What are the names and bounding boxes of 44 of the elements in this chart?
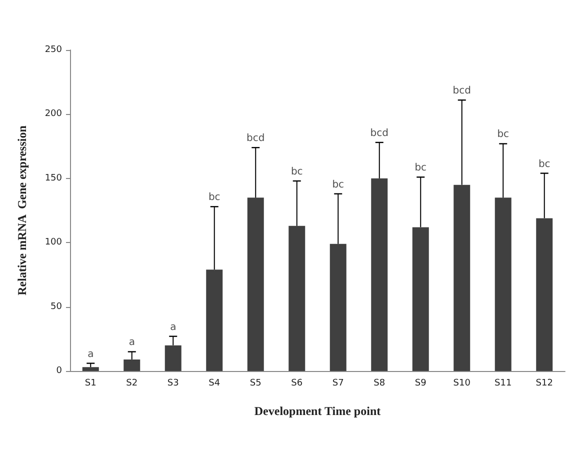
y-tick-label: 200: [44, 109, 62, 120]
y-tick-label: 50: [50, 302, 62, 312]
annotation: a: [170, 322, 176, 333]
x-tick-label: S5: [250, 378, 262, 388]
x-tick-label: S11: [494, 378, 512, 388]
annotation: a: [128, 337, 135, 348]
bar: [330, 244, 346, 371]
bar: [412, 227, 429, 371]
annotation: bc: [414, 162, 427, 174]
bar: [82, 367, 99, 371]
bar: [536, 218, 553, 371]
annotation: bc: [538, 158, 550, 170]
annotation: a: [88, 348, 94, 360]
y-tick-label: 150: [44, 173, 62, 184]
bar: [206, 270, 223, 371]
x-tick-label: S4: [208, 378, 220, 388]
x-axis-title: Development Time point: [254, 404, 381, 418]
y-axis-title: Relative mRNA Gene expression: [15, 125, 29, 296]
bar: [454, 184, 470, 371]
y-tick-label: 0: [56, 366, 62, 376]
bar: [494, 198, 512, 371]
bar: [247, 198, 264, 371]
x-tick-label: S12: [536, 378, 553, 388]
x-tick-label: S6: [291, 378, 303, 388]
x-tick-label: S7: [332, 378, 344, 388]
bar: [164, 345, 182, 371]
annotation: bc: [332, 179, 344, 190]
annotation: bc: [497, 129, 510, 140]
bar: [371, 178, 388, 371]
y-tick-label: 100: [44, 238, 62, 248]
x-tick-label: S9: [414, 378, 427, 388]
x-tick-label: S1: [84, 378, 96, 388]
bar: [288, 226, 306, 371]
x-tick-label: S3: [167, 378, 179, 388]
annotation: bcd: [452, 86, 471, 97]
bar: [124, 359, 140, 371]
annotation: bc: [290, 166, 303, 178]
annotation: bcd: [246, 133, 265, 144]
y-tick-label: 250: [44, 45, 62, 55]
x-tick-label: S2: [126, 378, 138, 388]
annotation: bc: [208, 192, 220, 204]
x-tick-label: S8: [374, 378, 386, 388]
annotation: bcd: [370, 128, 388, 139]
x-tick-label: S10: [453, 378, 471, 388]
